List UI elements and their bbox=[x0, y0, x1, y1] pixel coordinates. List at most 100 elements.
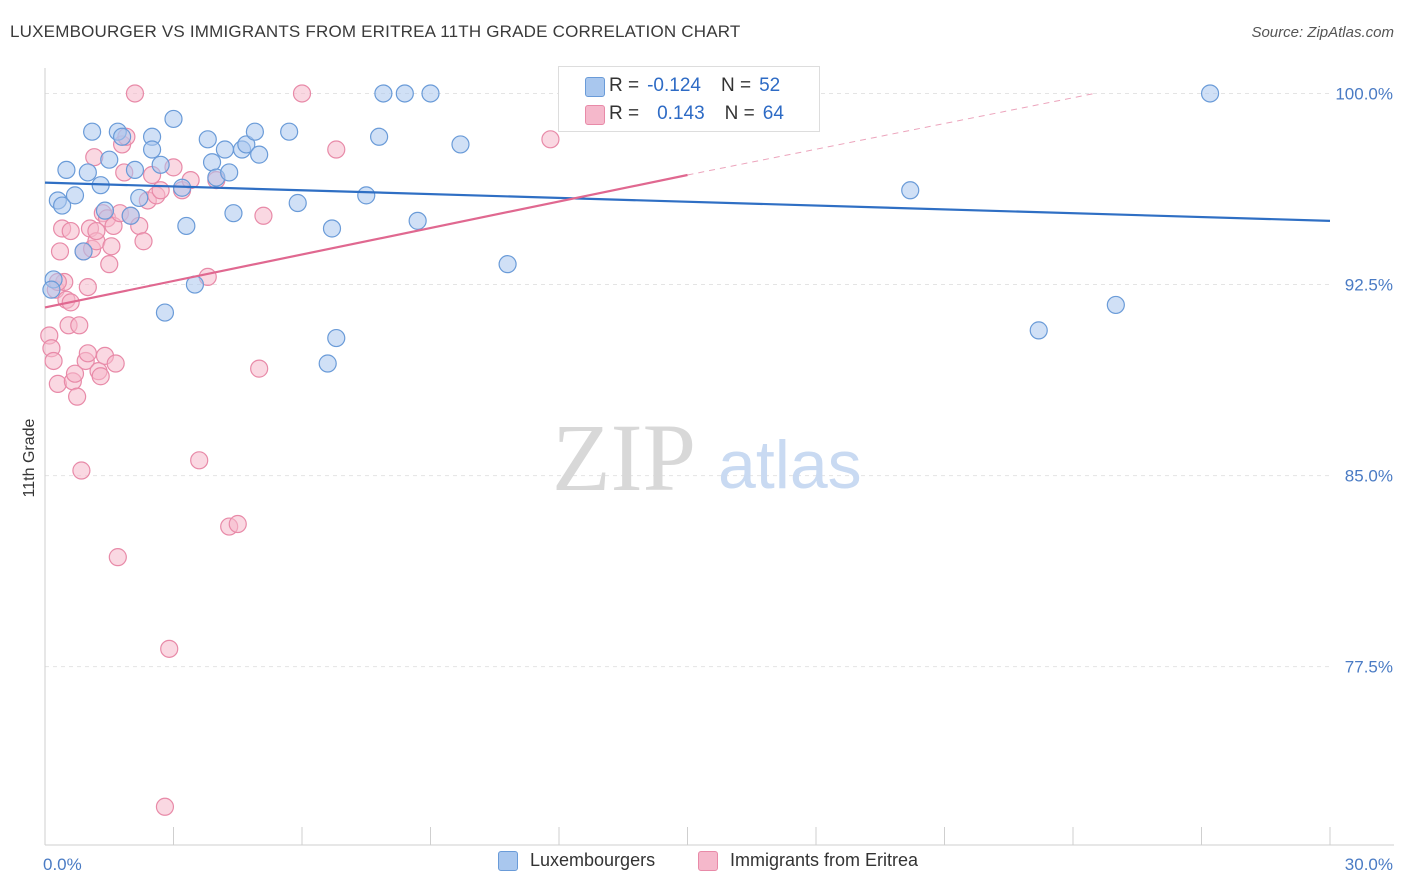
luxembourgers-point-50 bbox=[1200, 84, 1220, 103]
luxembourgers-point-7 bbox=[83, 122, 102, 141]
luxembourgers-point-2 bbox=[53, 196, 72, 215]
legend-swatch-pink bbox=[585, 105, 605, 125]
eritrea-point-10 bbox=[61, 221, 80, 241]
r-value: -0.124 bbox=[647, 75, 701, 96]
luxembourgers-point-5 bbox=[74, 242, 93, 261]
eritrea-point-21 bbox=[85, 148, 104, 167]
luxembourgers-point-49 bbox=[1106, 295, 1125, 315]
y-tick-label-2: 85.0% bbox=[1345, 467, 1393, 486]
eritrea-point-44 bbox=[155, 797, 175, 816]
luxembourgers-point-22 bbox=[177, 216, 196, 236]
luxembourgers-point-25 bbox=[202, 153, 222, 172]
luxembourgers-point-29 bbox=[224, 204, 243, 223]
source-label: Source: ZipAtlas.com bbox=[1251, 24, 1394, 41]
eritrea-point-55 bbox=[254, 206, 273, 225]
legend-swatch-blue bbox=[585, 77, 605, 97]
eritrea-point-58 bbox=[541, 130, 560, 149]
luxembourgers-point-32 bbox=[245, 122, 264, 141]
eritrea-point-57 bbox=[327, 140, 346, 159]
legend-label: Immigrants from Eritrea bbox=[730, 850, 919, 870]
chart-title: LUXEMBOURGER VS IMMIGRANTS FROM ERITREA … bbox=[10, 22, 741, 41]
luxembourgers-point-4 bbox=[65, 186, 85, 205]
r-value: 0.143 bbox=[657, 103, 705, 124]
luxembourgers-point-17 bbox=[142, 140, 162, 159]
luxembourgers-point-9 bbox=[95, 201, 115, 220]
eritrea-point-28 bbox=[100, 255, 119, 274]
luxembourgers-point-13 bbox=[121, 206, 140, 225]
luxembourgers-point-45 bbox=[451, 135, 470, 154]
eritrea-point-24 bbox=[91, 367, 110, 386]
luxembourgers-point-15 bbox=[130, 188, 149, 208]
luxembourgers-point-12 bbox=[112, 127, 132, 146]
legend-swatch-blue bbox=[498, 850, 518, 871]
luxembourgers-point-36 bbox=[318, 354, 337, 373]
luxembourgers-point-10 bbox=[100, 150, 119, 169]
y-axis-label: 11th Grade bbox=[21, 418, 38, 497]
trend-line-eritrea-extrapolated bbox=[687, 92, 1095, 176]
luxembourgers-point-44 bbox=[421, 84, 440, 103]
y-tick-label-0: 100.0% bbox=[1335, 84, 1393, 103]
series-legend: Luxembourgers Immigrants from Eritrea bbox=[0, 850, 1406, 880]
stats-row-luxembourgers: R = -0.124 N = 52 bbox=[585, 72, 781, 100]
eritrea-point-40 bbox=[134, 232, 153, 251]
eritrea-point-61 bbox=[87, 221, 106, 241]
luxembourgers-point-38 bbox=[327, 328, 346, 348]
stats-legend: R = -0.124 N = 52 R = 0.143 N = 64 bbox=[558, 66, 820, 132]
trend-line-luxembourgers bbox=[44, 181, 1331, 222]
luxembourgers-point-37 bbox=[322, 219, 342, 238]
luxembourgers-point-47 bbox=[901, 181, 920, 200]
luxembourgers-point-18 bbox=[151, 155, 170, 174]
r-label: R = bbox=[609, 103, 640, 124]
luxembourgers-point-42 bbox=[395, 84, 414, 103]
eritrea-point-45 bbox=[160, 639, 179, 658]
luxembourgers-point-24 bbox=[198, 130, 217, 149]
eritrea-point-49 bbox=[190, 451, 209, 470]
luxembourgers-point-3 bbox=[57, 160, 76, 180]
tick-labels: 100.0% 92.5% 85.0% 77.5% 0.0% 30.0% bbox=[43, 84, 1393, 874]
luxembourgers-point-33 bbox=[250, 145, 269, 164]
eritrea-point-15 bbox=[72, 461, 91, 480]
n-value: 64 bbox=[762, 103, 784, 124]
luxembourgers-point-34 bbox=[280, 122, 299, 141]
luxembourgers-point-39 bbox=[357, 186, 376, 205]
eritrea-point-2 bbox=[44, 351, 63, 371]
r-label: R = bbox=[609, 75, 640, 96]
eritrea-point-56 bbox=[292, 84, 312, 103]
eritrea-point-54 bbox=[250, 359, 269, 378]
luxembourgers-point-28 bbox=[220, 163, 239, 182]
watermark: ZIP atlas bbox=[552, 404, 862, 511]
x-tick-label-1: 30.0% bbox=[1345, 855, 1393, 874]
y-tick-label-1: 92.5% bbox=[1345, 276, 1393, 295]
eritrea-point-60 bbox=[78, 344, 97, 363]
trend-line-eritrea bbox=[44, 173, 688, 309]
n-label: N = bbox=[720, 75, 752, 96]
eritrea-point-4 bbox=[48, 374, 67, 393]
eritrea-point-43 bbox=[151, 181, 170, 200]
n-value: 52 bbox=[759, 75, 781, 96]
luxembourgers-point-20 bbox=[164, 109, 183, 129]
luxembourgers-point-35 bbox=[288, 193, 307, 213]
eritrea-point-32 bbox=[108, 548, 127, 567]
eritrea-point-5 bbox=[50, 242, 70, 261]
eritrea-point-18 bbox=[78, 277, 97, 297]
n-label: N = bbox=[724, 103, 755, 124]
eritrea-point-29 bbox=[102, 237, 121, 256]
luxembourgers-point-48 bbox=[1029, 321, 1048, 340]
legend-label: Luxembourgers bbox=[530, 850, 656, 870]
legend-item-luxembourgers[interactable]: Luxembourgers bbox=[498, 850, 655, 871]
grid-lines bbox=[45, 92, 1330, 668]
x-tick-label-0: 0.0% bbox=[43, 855, 82, 874]
luxembourgers-point-14 bbox=[125, 160, 145, 180]
eritrea-point-31 bbox=[106, 354, 125, 373]
luxembourgers-point-19 bbox=[155, 303, 175, 322]
luxembourgers-point-41 bbox=[374, 84, 393, 103]
legend-swatch-pink bbox=[698, 850, 718, 871]
luxembourgers-point-27 bbox=[215, 140, 234, 159]
legend-item-eritrea[interactable]: Immigrants from Eritrea bbox=[698, 850, 918, 871]
y-tick-label-3: 77.5% bbox=[1345, 658, 1393, 677]
eritrea-point-12 bbox=[65, 364, 85, 383]
eritrea-point-14 bbox=[70, 316, 89, 335]
luxembourgers-point-46 bbox=[498, 255, 517, 274]
eritrea-point-38 bbox=[125, 84, 145, 103]
